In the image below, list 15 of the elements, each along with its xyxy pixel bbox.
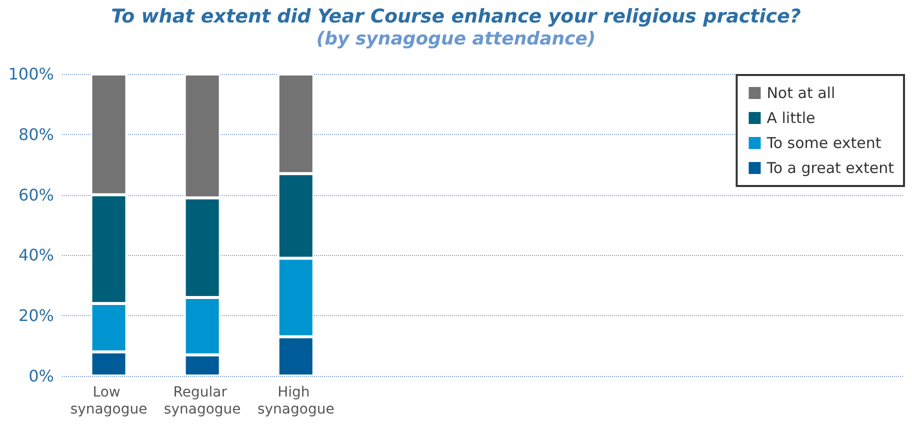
y-tick-label: 20% <box>18 306 54 326</box>
y-tick-label: 80% <box>18 124 54 144</box>
text: To what extent did Year Course enhance your religious practice? <box>111 6 801 28</box>
y-tick-label: 100% <box>8 64 54 84</box>
x-tick-label: High synagogue <box>257 384 334 418</box>
legend-label: Not at all <box>766 84 836 102</box>
x-tick-label: Low synagogue <box>70 384 148 418</box>
legend-label: To a great extent <box>766 159 894 177</box>
text: (by synagogue attendance) <box>316 28 596 50</box>
y-tick-label: 40% <box>18 246 54 265</box>
y-tick-label: 60% <box>18 185 54 204</box>
legend-label: To some extent <box>766 134 882 152</box>
legend-label: A little <box>766 109 816 127</box>
x-tick-label: Regular synagogue <box>164 384 241 418</box>
y-tick-label: 0% <box>28 366 54 386</box>
